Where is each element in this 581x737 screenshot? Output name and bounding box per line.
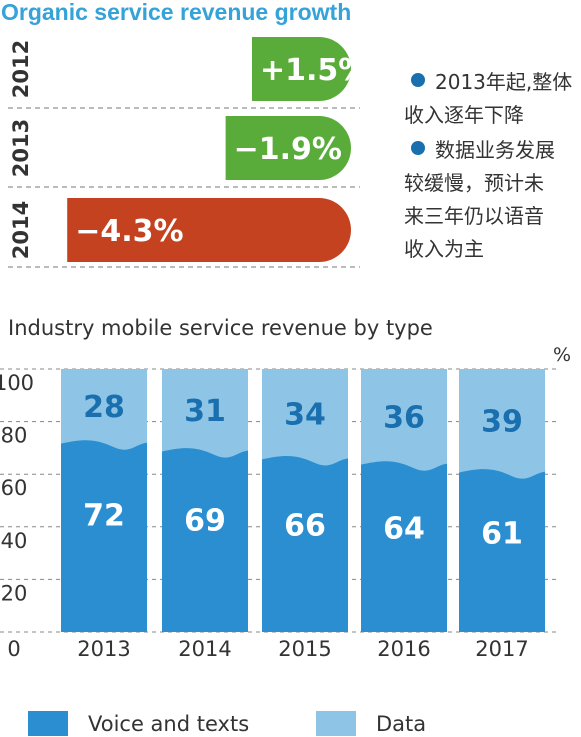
voice-value-label: 61 — [481, 517, 523, 552]
stacked-bars: 28 72 31 69 34 66 36 64 39 61 — [61, 369, 545, 632]
y-tick-label: 0 — [7, 637, 20, 661]
annotation-line: 来三年仍以语音 — [404, 204, 544, 228]
annotation-line: 数据业务发展 — [435, 138, 555, 162]
bullet-icon — [411, 73, 425, 87]
growth-chart-title: Organic service revenue growth — [1, 0, 351, 25]
unit-label: % — [553, 344, 571, 366]
voice-value-label: 66 — [284, 508, 326, 543]
y-tick-label: 20 — [1, 581, 28, 605]
growth-value-label: +1.5% — [260, 53, 368, 88]
x-tick-label: 2013 — [77, 637, 130, 661]
growth-value-label: −1.9% — [234, 132, 342, 167]
y-tick-labels: 0 20 40 60 80 100 — [0, 371, 34, 661]
legend-swatch-data — [316, 711, 356, 736]
voice-value-label: 69 — [184, 503, 226, 538]
y-tick-label: 100 — [0, 371, 34, 395]
bar-segment-voice — [162, 448, 248, 632]
growth-bars: +1.5% 2012 −1.9% 2013 −4.3% 2014 — [8, 37, 368, 268]
data-value-label: 31 — [184, 394, 226, 429]
bar-segment-voice — [262, 455, 348, 632]
growth-bar-2014 — [67, 198, 351, 262]
growth-year-label: 2013 — [9, 119, 33, 177]
x-tick-label: 2015 — [278, 637, 331, 661]
voice-value-label: 64 — [383, 512, 425, 547]
annotation-line: 2013年起,整体 — [435, 70, 572, 94]
x-tick-label: 2016 — [377, 637, 430, 661]
y-tick-label: 80 — [1, 424, 28, 448]
data-value-label: 34 — [284, 398, 326, 433]
legend-label-voice: Voice and texts — [88, 712, 249, 736]
bar-segment-voice — [361, 461, 447, 632]
bullet-icon — [411, 141, 425, 155]
data-value-label: 39 — [481, 404, 523, 439]
y-tick-label: 60 — [1, 476, 28, 500]
stacked-chart-title: Industry mobile service revenue by type — [8, 316, 433, 340]
y-tick-label: 40 — [1, 529, 28, 553]
annotation-line: 收入逐年下降 — [404, 103, 524, 127]
legend: Voice and texts Data — [28, 711, 426, 736]
growth-bar-2013 — [225, 116, 351, 180]
data-value-label: 28 — [83, 390, 125, 425]
growth-year-label: 2014 — [9, 201, 33, 259]
voice-value-label: 72 — [83, 499, 125, 534]
x-tick-label: 2017 — [475, 637, 528, 661]
legend-swatch-voice — [28, 711, 68, 736]
annotation-line: 收入为主 — [404, 237, 484, 261]
growth-value-label: −4.3% — [75, 214, 183, 249]
x-tick-labels: 2013 2014 2015 2016 2017 — [77, 637, 528, 661]
bar-segment-voice — [61, 440, 147, 632]
legend-label-data: Data — [376, 712, 426, 736]
data-value-label: 36 — [383, 400, 425, 435]
annotation-line: 较缓慢，预计未 — [404, 171, 544, 195]
bar-segment-voice — [459, 469, 545, 632]
x-tick-label: 2014 — [178, 637, 231, 661]
growth-bar-2012 — [252, 37, 351, 101]
growth-year-label: 2012 — [9, 40, 33, 98]
